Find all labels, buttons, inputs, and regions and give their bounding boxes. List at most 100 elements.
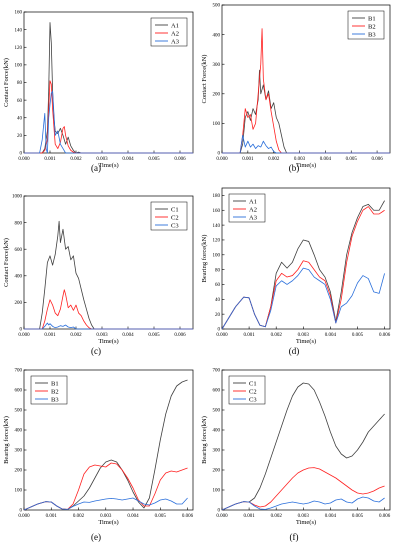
x-tick-label: 0.001 [243, 514, 255, 519]
series-line-B3 [23, 497, 188, 511]
series-line-C1 [221, 382, 385, 511]
x-tick-label: 0.002 [70, 157, 82, 162]
y-axis-label: Bearing force(kN) [201, 416, 208, 464]
legend-box [30, 375, 68, 405]
y-tick-label: 600 [213, 389, 221, 394]
series-line-C3 [24, 322, 193, 330]
y-tick-label: 160 [213, 209, 221, 214]
y-tick-label: 600 [15, 389, 23, 394]
y-tick-label: 180 [213, 194, 221, 199]
y-tick-label: 100 [15, 64, 23, 69]
x-tick-label: 0.005 [352, 514, 364, 519]
x-axis-label: Time(s) [98, 519, 118, 526]
legend-label: B1 [368, 15, 376, 22]
legend-label: A1 [171, 22, 179, 29]
series-line-B3 [222, 134, 390, 154]
series-line-B2 [23, 462, 188, 511]
y-tick-label: 0 [218, 152, 221, 157]
x-tick-label: 0.001 [44, 333, 56, 338]
plot-frame [23, 369, 194, 511]
x-tick-label: 0.000 [216, 157, 228, 162]
panel-caption: (e) [91, 532, 101, 542]
legend-label: C1 [171, 206, 179, 213]
x-tick-label: 0.002 [70, 333, 82, 338]
x-axis-label: Time(s) [98, 162, 118, 169]
x-tick-label: 0.001 [243, 333, 255, 338]
y-tick-label: 500 [213, 4, 221, 9]
panel-caption: (c) [91, 346, 101, 356]
y-tick-label: 100 [15, 489, 23, 494]
y-tick-label: 400 [15, 429, 23, 434]
y-tick-label: 20 [17, 134, 23, 139]
plot-frame [221, 187, 391, 330]
series-line-B1 [222, 69, 390, 154]
x-tick-label: 0.000 [18, 157, 30, 162]
y-axis-label: Contact Force(kN) [3, 58, 10, 107]
y-tick-label: 120 [213, 239, 221, 244]
y-axis-label: Contact Force(kN) [3, 238, 10, 287]
y-tick-label: 400 [213, 429, 221, 434]
chart-panel-5: 0.000 0.001 0.002 0.003 0.004 0.005 0.006 0 100 2… [201, 369, 391, 542]
x-tick-label: 0.003 [298, 514, 310, 519]
legend-label: B3 [368, 31, 376, 38]
x-tick-label: 0.001 [242, 157, 254, 162]
y-tick-label: 0 [218, 328, 221, 333]
x-tick-label: 0.000 [216, 514, 228, 519]
chart-panel-1: 0.000 0.001 0.002 0.003 0.004 0.005 0.006 0 100 2… [201, 4, 391, 173]
x-tick-label: 0.000 [18, 333, 30, 338]
y-axis-label: Bearing force(kN) [3, 416, 10, 464]
x-tick-label: 0.003 [100, 514, 112, 519]
series-line-C1 [24, 220, 193, 330]
x-tick-label: 0.004 [127, 514, 139, 519]
x-tick-label: 0.004 [122, 157, 134, 162]
x-tick-label: 0.006 [379, 514, 391, 519]
x-axis-label: Time(s) [296, 162, 316, 169]
x-tick-label: 0.001 [44, 157, 56, 162]
legend-label: C2 [249, 388, 257, 395]
legend-label: B1 [51, 380, 59, 387]
y-tick-label: 400 [213, 33, 221, 38]
x-tick-label: 0.005 [352, 333, 364, 338]
y-tick-label: 300 [213, 449, 221, 454]
plot-frame [221, 369, 391, 511]
x-tick-label: 0.006 [182, 514, 194, 519]
y-tick-label: 100 [213, 489, 221, 494]
legend-label: B3 [51, 396, 59, 403]
legend-box [228, 375, 266, 405]
y-tick-label: 60 [17, 99, 23, 104]
y-tick-label: 200 [15, 301, 23, 306]
y-tick-label: 40 [17, 116, 23, 121]
y-tick-label: 0 [20, 509, 23, 514]
x-tick-label: 0.004 [325, 333, 337, 338]
series-line-A2 [24, 80, 193, 154]
legend-label: A2 [249, 206, 257, 213]
y-tick-label: 200 [213, 93, 221, 98]
y-tick-label: 140 [15, 28, 23, 33]
chart-panel-0: 0.000 0.001 0.002 0.003 0.004 0.005 0.006 0 20 40… [3, 11, 194, 173]
legend-box [150, 201, 188, 231]
panel-caption: (b) [289, 163, 300, 173]
y-tick-label: 700 [15, 369, 23, 374]
panel-caption: (a) [91, 163, 101, 173]
x-tick-label: 0.001 [46, 514, 58, 519]
y-tick-label: 500 [213, 409, 221, 414]
legend-label: A3 [171, 38, 179, 45]
y-tick-label: 400 [15, 275, 23, 280]
y-tick-label: 600 [15, 248, 23, 253]
y-tick-label: 200 [213, 469, 221, 474]
y-axis-label: Contact Force(kN) [201, 55, 208, 104]
panel-caption: (d) [289, 346, 300, 356]
panel-caption: (f) [290, 532, 299, 542]
x-tick-label: 0.006 [379, 333, 391, 338]
series-line-C3 [221, 496, 385, 511]
y-tick-label: 0 [20, 152, 23, 157]
legend-box [150, 17, 188, 47]
x-tick-label: 0.003 [294, 157, 306, 162]
chart-panel-2: 0.000 0.001 0.002 0.003 0.004 0.005 0.006 0 200 4… [3, 195, 194, 356]
